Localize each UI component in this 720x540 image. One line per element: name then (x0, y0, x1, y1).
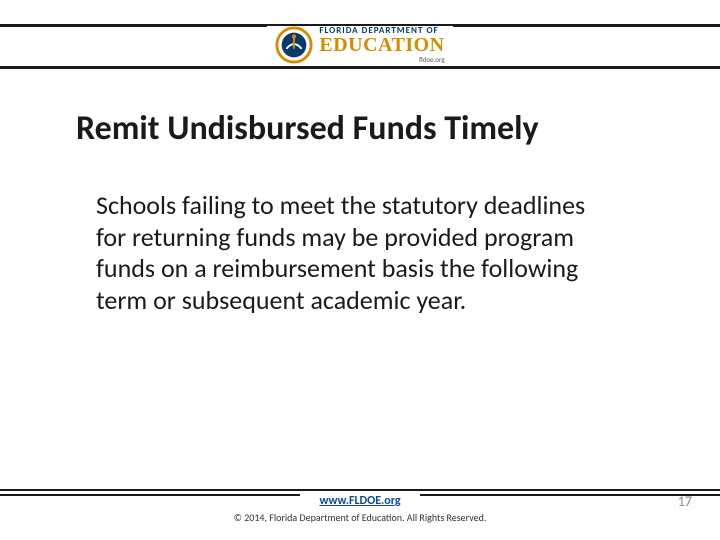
page-number: 17 (678, 493, 692, 510)
slide-title: Remit Undisbursed Funds Timely (76, 108, 660, 149)
header-rule: FLORIDA DEPARTMENT OF EDUCATION fldoe.or… (0, 24, 720, 69)
logo-line3: fldoe.org (319, 56, 444, 63)
slide-body: Schools failing to meet the statutory de… (96, 190, 610, 317)
logo-line2: EDUCATION (319, 35, 444, 55)
logo-text: FLORIDA DEPARTMENT OF EDUCATION fldoe.or… (319, 26, 444, 63)
footer-link[interactable]: www.FLDOE.org (300, 494, 420, 508)
org-logo: FLORIDA DEPARTMENT OF EDUCATION fldoe.or… (267, 26, 452, 64)
seal-icon (275, 26, 313, 64)
copyright: © 2014, Florida Department of Education.… (0, 511, 720, 524)
